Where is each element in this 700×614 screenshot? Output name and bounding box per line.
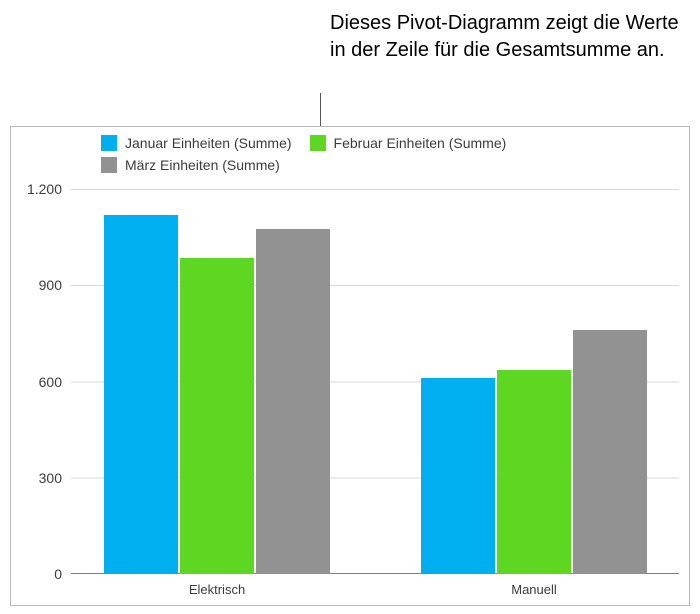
swatch-icon bbox=[310, 135, 326, 151]
y-tick-label: 0 bbox=[54, 566, 62, 582]
bar bbox=[573, 330, 647, 574]
legend-label: Januar Einheiten (Summe) bbox=[125, 135, 292, 151]
bar bbox=[180, 258, 254, 574]
legend-row-1: Januar Einheiten (Summe) Februar Einheit… bbox=[101, 135, 661, 157]
bar bbox=[256, 229, 330, 574]
legend-item-mar: März Einheiten (Summe) bbox=[101, 157, 280, 173]
bar bbox=[104, 215, 178, 574]
bars-layer bbox=[71, 189, 679, 574]
pivot-chart: Januar Einheiten (Summe) Februar Einheit… bbox=[10, 126, 690, 606]
y-tick-label: 900 bbox=[39, 277, 62, 293]
y-tick-label: 300 bbox=[39, 470, 62, 486]
x-axis-labels: Elektrisch Manuell bbox=[71, 582, 679, 602]
chart-legend: Januar Einheiten (Summe) Februar Einheit… bbox=[101, 135, 661, 179]
y-axis-labels: 03006009001.200 bbox=[11, 189, 66, 574]
chart-caption: Dieses Pivot-Diagramm zeigt die Werte in… bbox=[330, 10, 690, 64]
legend-row-2: März Einheiten (Summe) bbox=[101, 157, 661, 179]
swatch-icon bbox=[101, 157, 117, 173]
legend-item-jan: Januar Einheiten (Summe) bbox=[101, 135, 292, 151]
bar bbox=[497, 370, 571, 574]
plot-area bbox=[71, 189, 679, 574]
legend-label: März Einheiten (Summe) bbox=[125, 157, 280, 173]
legend-item-feb: Februar Einheiten (Summe) bbox=[310, 135, 507, 151]
y-tick-label: 600 bbox=[39, 374, 62, 390]
swatch-icon bbox=[101, 135, 117, 151]
bar bbox=[421, 378, 495, 574]
page: Dieses Pivot-Diagramm zeigt die Werte in… bbox=[0, 0, 700, 614]
legend-label: Februar Einheiten (Summe) bbox=[334, 135, 507, 151]
y-tick-label: 1.200 bbox=[27, 181, 62, 197]
x-tick-label: Manuell bbox=[511, 582, 557, 597]
x-tick-label: Elektrisch bbox=[189, 582, 245, 597]
callout-line bbox=[320, 93, 321, 126]
